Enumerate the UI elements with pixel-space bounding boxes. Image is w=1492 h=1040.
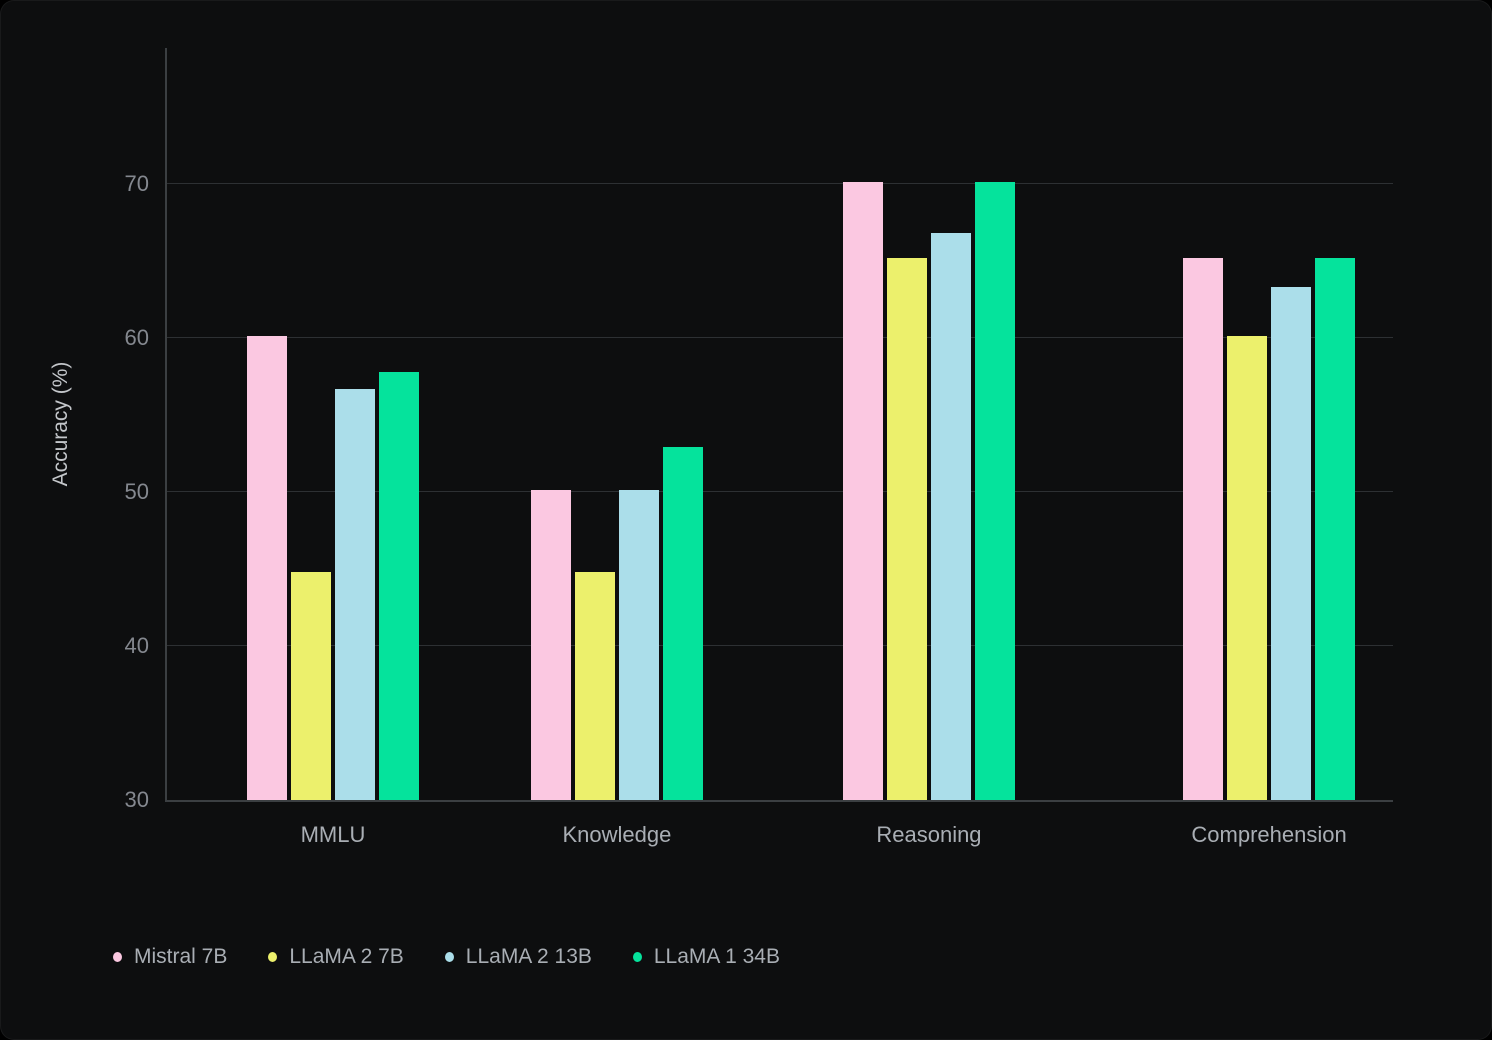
bar-comprehension-llama-2-13b	[1271, 286, 1312, 800]
bar-comprehension-llama-1-34b	[1315, 257, 1356, 800]
legend-item-llama-1-34b: LLaMA 1 34B	[632, 945, 780, 969]
y-axis-line	[165, 48, 167, 802]
bar-reasoning-llama-1-34b	[974, 182, 1015, 800]
gridline-70	[167, 182, 1393, 184]
bar-mmlu-llama-2-7b	[291, 571, 331, 800]
x-label-knowledge: Knowledge	[562, 822, 672, 847]
y-axis-title: Accuracy (%)	[49, 361, 72, 487]
bar-comprehension-mistral-7b	[1183, 257, 1224, 800]
bar-knowledge-llama-1-34b	[662, 447, 703, 800]
legend-dot-icon	[268, 952, 278, 962]
bar-mmlu-mistral-7b	[247, 336, 287, 800]
legend-label: LLaMA 1 34B	[653, 945, 780, 968]
legend-dot-icon	[444, 952, 454, 962]
legend-dot-icon	[113, 952, 122, 962]
gridline-40	[167, 644, 1393, 646]
legend-dot-icon	[632, 952, 642, 962]
x-label-reasoning: Reasoning	[876, 822, 982, 847]
x-label-comprehension: Comprehension	[1191, 822, 1347, 847]
bar-knowledge-mistral-7b	[530, 490, 571, 800]
gridline-60	[167, 336, 1393, 338]
legend-label: LLaMA 2 7B	[289, 945, 404, 968]
legend-label: LLaMA 2 13B	[465, 945, 592, 968]
plot-area: 30 40 50 60 70 MMLU Knowledge Reasoning Compreh…	[125, 48, 1393, 847]
legend-item-llama-2-13b: LLaMA 2 13B	[444, 945, 592, 969]
legend-item-llama-2-7b: LLaMA 2 7B	[268, 945, 404, 969]
y-tick-label-70: 70	[124, 170, 149, 196]
bar-reasoning-mistral-7b	[842, 182, 883, 800]
y-tick-label-40: 40	[124, 632, 149, 658]
bar-reasoning-llama-2-13b	[930, 232, 971, 800]
y-tick-label-50: 50	[124, 478, 149, 504]
x-label-mmlu: MMLU	[300, 822, 366, 847]
bar-comprehension-llama-2-7b	[1227, 336, 1268, 800]
bar-mmlu-llama-2-13b	[335, 388, 375, 800]
bar-mmlu-llama-1-34b	[379, 371, 419, 800]
bar-reasoning-llama-2-7b	[886, 257, 927, 800]
bar-knowledge-llama-2-7b	[574, 571, 615, 800]
bar-knowledge-llama-2-13b	[618, 490, 659, 800]
legend: Mistral 7B LLaMA 2 7B LLaMA 2 13B LLaMA 1 3…	[113, 942, 780, 972]
gridline-50	[167, 490, 1393, 492]
legend-label: Mistral 7B	[134, 945, 228, 968]
y-tick-label-30: 30	[124, 787, 149, 812]
x-axis-line	[165, 800, 1393, 802]
legend-item-mistral-7b: Mistral 7B	[113, 945, 227, 969]
y-tick-label-60: 60	[124, 324, 149, 350]
